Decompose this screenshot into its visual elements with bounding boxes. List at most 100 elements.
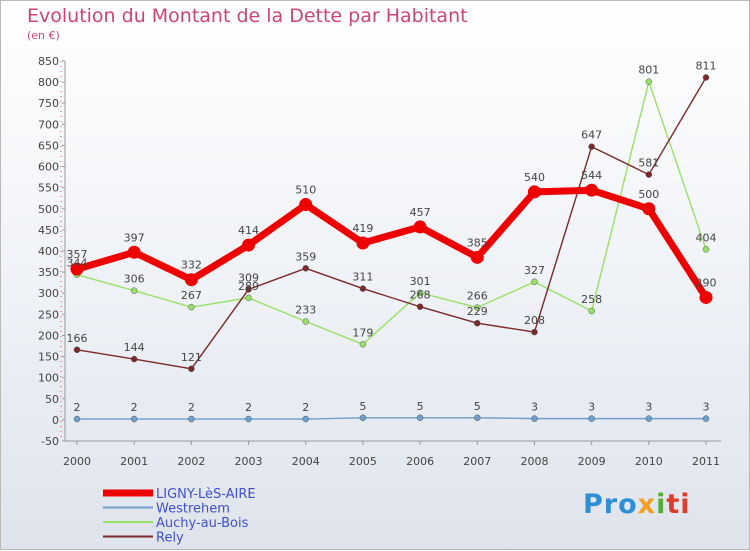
data-point-auchy-au-bois [416,289,424,297]
data-point-rely [359,285,367,292]
data-label-rely: 268 [410,289,431,302]
data-label-rely: 359 [295,250,316,263]
data-label-ligny-l-s-aire: 290 [696,276,717,289]
data-point-westrehem [531,415,538,422]
data-label-westrehem: 3 [645,401,652,414]
y-tick-label: 250 [38,308,59,321]
data-point-westrehem [130,415,138,423]
y-tick-label: 600 [38,161,59,174]
data-label-westrehem: 2 [188,401,195,414]
data-label-ligny-l-s-aire: 332 [181,259,202,272]
data-point-rely [474,319,481,327]
data-label-rely: 121 [181,351,202,364]
logo-part-2: x [637,489,657,520]
series-points [70,74,713,423]
data-label-ligny-l-s-aire: 357 [67,248,88,261]
x-tick-label: 2010 [635,455,663,468]
data-point-auchy-au-bois [245,294,252,302]
data-point-ligny-l-s-aire [642,202,656,216]
data-point-auchy-au-bois [702,246,710,253]
y-tick-label: 650 [38,139,59,152]
data-point-ligny-l-s-aire [299,198,313,212]
data-label-westrehem: 2 [131,401,138,414]
data-label-rely: 311 [352,271,373,284]
data-label-ligny-l-s-aire: 397 [124,231,145,244]
data-label-westrehem: 3 [703,401,710,414]
data-point-westrehem [416,414,424,422]
data-label-westrehem: 3 [531,401,538,414]
x-tick-label: 2002 [177,455,205,468]
data-point-auchy-au-bois [302,318,309,325]
data-label-rely: 166 [67,332,88,345]
data-point-westrehem [474,414,481,422]
data-label-auchy-au-bois: 301 [410,275,431,288]
y-tick-label: 0 [52,414,59,427]
data-label-ligny-l-s-aire: 544 [581,169,602,182]
data-point-westrehem [702,415,710,422]
data-label-ligny-l-s-aire: 457 [410,206,431,219]
data-label-auchy-au-bois: 289 [238,280,259,293]
data-label-westrehem: 5 [359,400,366,413]
legend-label-ligny-l-s-aire: LIGNY-LèS-AIRE [156,487,256,502]
data-point-ligny-l-s-aire [470,250,484,264]
y-tick-label: 550 [38,182,59,195]
data-label-rely: 647 [581,129,602,142]
x-tick-label: 2004 [292,455,320,468]
x-tick-label: 2001 [120,455,148,468]
series-line-rely [76,76,707,370]
y-tick-label: 50 [45,393,59,406]
data-point-rely [588,143,595,150]
data-label-auchy-au-bois: 404 [696,231,717,244]
series-lines [73,76,710,420]
y-tick-label: 450 [38,224,59,237]
y-tick-label: 300 [38,287,59,300]
chart-subtitle: (en €) [27,29,60,42]
data-point-ligny-l-s-aire [413,220,427,234]
data-label-ligny-l-s-aire: 414 [238,224,259,237]
data-point-ligny-l-s-aire [184,273,198,287]
data-label-westrehem: 5 [417,400,424,413]
x-tick-label: 2000 [63,455,91,468]
data-point-rely [245,286,252,293]
data-point-auchy-au-bois [188,303,195,311]
data-point-ligny-l-s-aire [527,185,541,199]
data-label-auchy-au-bois: 258 [581,293,602,306]
data-point-auchy-au-bois [130,287,138,294]
data-point-rely [416,303,424,310]
y-tick-label: 800 [38,76,59,89]
data-point-westrehem [73,415,81,423]
y-tick-label: 700 [38,118,59,131]
y-tick-label: 500 [38,203,59,216]
logo-part-4: ti [666,489,691,520]
data-label-auchy-au-bois: 267 [181,289,202,302]
data-label-auchy-au-bois: 344 [67,257,88,270]
y-tick-label: 850 [38,55,59,68]
data-label-rely: 208 [524,314,545,327]
data-point-ligny-l-s-aire [127,245,141,259]
data-label-ligny-l-s-aire: 510 [295,184,316,197]
y-tick-label: 150 [38,351,59,364]
data-label-auchy-au-bois: 327 [524,264,545,277]
x-tick-label: 2009 [578,455,606,468]
data-point-auchy-au-bois [531,278,538,286]
data-label-rely: 309 [238,271,259,284]
data-point-westrehem [359,414,367,422]
data-point-rely [130,355,138,363]
y-tick-label: 200 [38,329,59,342]
data-point-ligny-l-s-aire [585,183,599,197]
data-point-auchy-au-bois [645,78,653,85]
data-point-westrehem [588,415,595,422]
data-label-westrehem: 3 [588,401,595,414]
data-label-auchy-au-bois: 306 [124,273,145,286]
data-label-rely: 811 [696,59,717,72]
chart-axes: -50 0 50 100 150 200 250 300 350 400 450 500 550 600 6… [38,55,721,468]
data-point-auchy-au-bois [474,304,481,311]
x-tick-label: 2007 [463,455,491,468]
data-label-auchy-au-bois: 266 [467,290,488,303]
data-label-rely: 229 [467,305,488,318]
series-line-ligny-l-s-aire [73,186,710,301]
y-tick-label: 400 [38,245,59,258]
